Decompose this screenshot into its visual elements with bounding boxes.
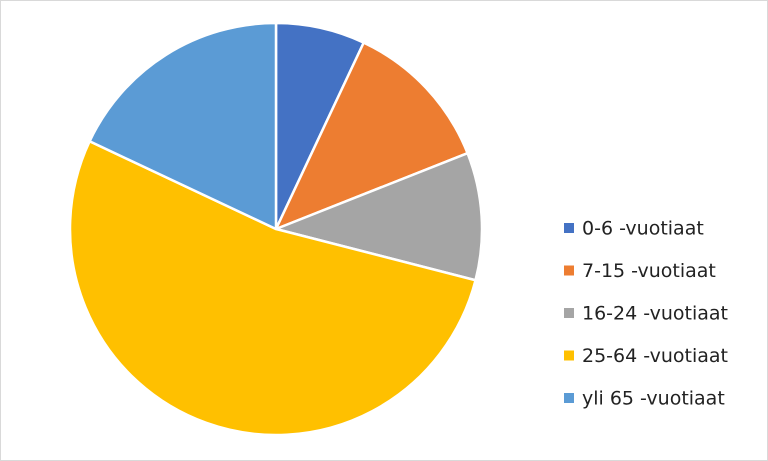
legend-swatch [564, 393, 574, 403]
legend-label: yli 65 -vuotiaat [582, 388, 725, 410]
legend-swatch [564, 308, 574, 318]
legend-swatch [564, 265, 574, 276]
pie-slice [68, 140, 477, 437]
legend-label: 0-6 -vuotiaat [582, 218, 704, 240]
legend-label: 25-64 -vuotiaat [582, 345, 728, 367]
legend-swatch [564, 223, 574, 233]
pie-slice [274, 41, 469, 231]
pie-slice [274, 151, 484, 282]
legend-label: 16-24 -vuotiaat [582, 303, 728, 325]
pie-slice [88, 21, 278, 231]
legend-label: 7-15 -vuotiaat [582, 260, 716, 282]
legend-swatch [564, 350, 574, 361]
